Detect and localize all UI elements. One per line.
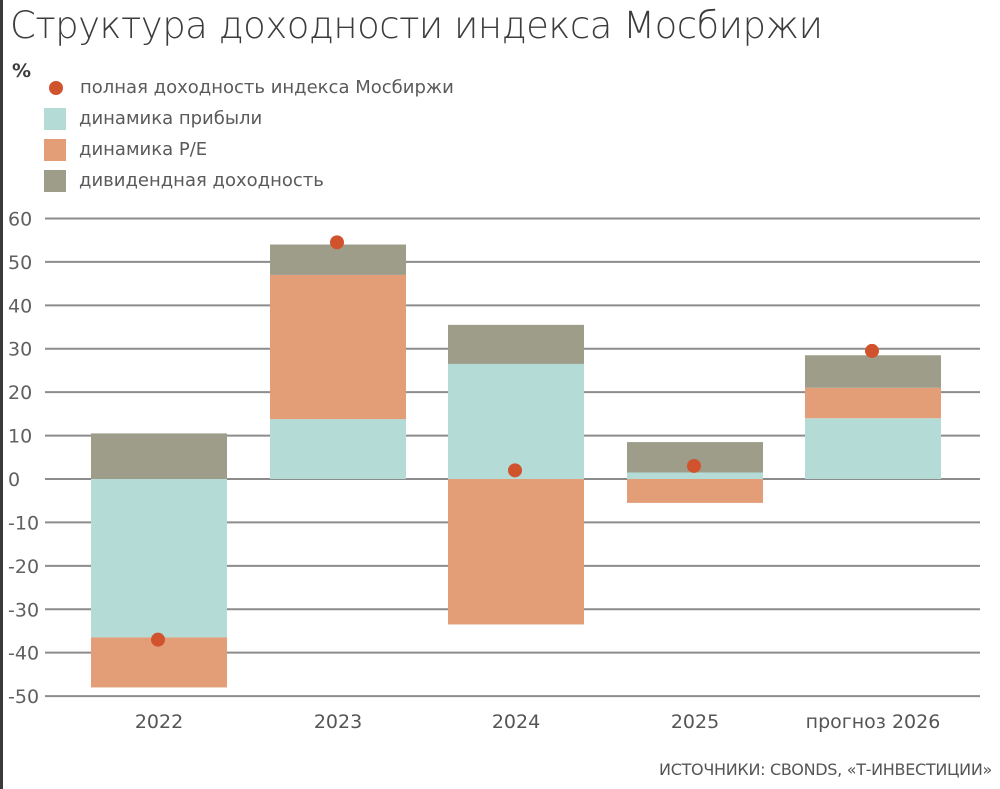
y-tick-label: -40 bbox=[8, 643, 39, 665]
y-tick-label: 50 bbox=[8, 252, 32, 274]
y-tick-label: 30 bbox=[8, 339, 32, 361]
legend-item-total: полная доходность индекса Мосбиржи bbox=[44, 72, 454, 103]
y-tick-label: -50 bbox=[8, 686, 39, 708]
legend-label: полная доходность индекса Мосбиржи bbox=[80, 77, 454, 98]
bar-segment-dividend bbox=[91, 433, 227, 479]
bar-segment-dividend bbox=[270, 244, 406, 275]
bar-segment-pe bbox=[805, 387, 941, 419]
total-return-dot bbox=[508, 463, 522, 478]
y-tick-label: -20 bbox=[8, 556, 39, 578]
total-return-dot bbox=[330, 235, 344, 250]
y-tick-label: -30 bbox=[8, 599, 39, 621]
total-return-dot-icon bbox=[49, 80, 63, 95]
bar-segment-pe bbox=[270, 274, 406, 420]
total-return-dot bbox=[687, 458, 701, 473]
legend-label: динамика P/E bbox=[79, 139, 208, 160]
x-tick-label: прогноз 2026 bbox=[806, 711, 941, 733]
legend: полная доходность индекса Мосбиржи динам… bbox=[44, 72, 454, 196]
pe-swatch-icon bbox=[44, 138, 66, 161]
y-tick-label: 40 bbox=[8, 295, 32, 317]
left-border bbox=[0, 0, 3, 789]
bar-segment-pe bbox=[627, 479, 763, 503]
y-tick-label: 60 bbox=[8, 208, 32, 230]
earnings-swatch-icon bbox=[44, 107, 66, 130]
y-axis-unit: % bbox=[12, 60, 32, 82]
x-tick-label: 2023 bbox=[314, 711, 362, 733]
y-tick-label: 10 bbox=[8, 426, 32, 448]
legend-item-earnings: динамика прибыли bbox=[44, 103, 454, 134]
legend-item-dividend: дивидендная доходность bbox=[44, 165, 454, 196]
x-tick-label: 2022 bbox=[135, 711, 183, 733]
y-tick-label: 0 bbox=[8, 469, 20, 491]
x-tick-label: 2024 bbox=[492, 711, 540, 733]
bar-segment-pe bbox=[448, 479, 584, 625]
source-note: ИСТОЧНИКИ: CBONDS, «Т-ИНВЕСТИЦИИ» bbox=[659, 760, 992, 779]
y-tick-label: 20 bbox=[8, 382, 32, 404]
y-tick-label: -10 bbox=[8, 512, 39, 534]
bar-segment-earnings bbox=[627, 472, 763, 479]
dividend-swatch-icon bbox=[44, 169, 66, 192]
legend-label: динамика прибыли bbox=[79, 108, 263, 129]
total-return-dot bbox=[865, 343, 879, 358]
x-tick-label: 2025 bbox=[671, 711, 719, 733]
legend-item-pe: динамика P/E bbox=[44, 134, 454, 165]
chart-title: Структура доходности индекса Мосбиржи bbox=[10, 4, 823, 47]
bar-segment-earnings bbox=[270, 419, 406, 479]
bar-segment-earnings bbox=[448, 363, 584, 479]
bar-segment-earnings bbox=[91, 479, 227, 638]
legend-label: дивидендная доходность bbox=[79, 170, 324, 191]
bar-segment-dividend bbox=[805, 355, 941, 388]
total-return-dot bbox=[151, 632, 165, 647]
bar-segment-earnings bbox=[805, 418, 941, 479]
bar-segment-dividend bbox=[448, 324, 584, 364]
